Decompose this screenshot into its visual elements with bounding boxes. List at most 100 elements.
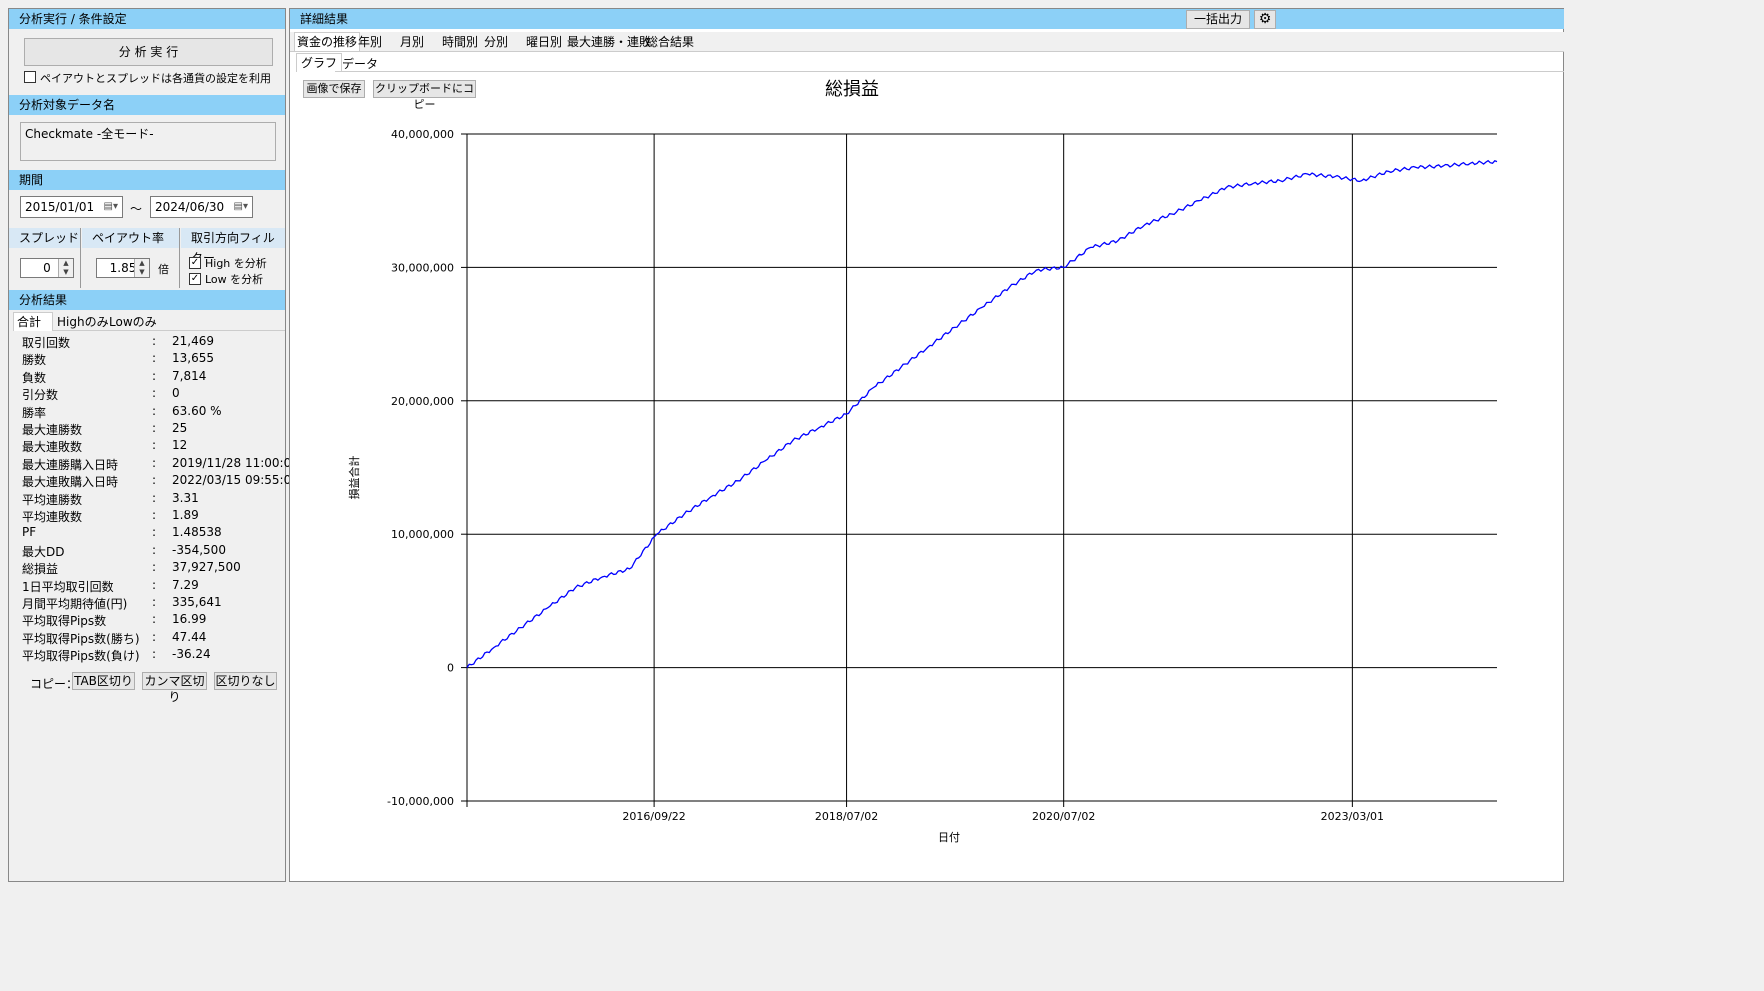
- payout-header: ペイアウト率: [82, 228, 179, 248]
- stat-label: 最大連勝数: [22, 423, 83, 437]
- stat-value: 7,814: [172, 368, 207, 383]
- stat-label: 勝率: [22, 405, 47, 420]
- run-analysis-button[interactable]: 分 析 実 行: [24, 38, 273, 66]
- tab-weekday[interactable]: 曜日別: [526, 35, 563, 49]
- tab-graph[interactable]: グラフ: [296, 53, 343, 72]
- x-tick-label: 2016/09/22: [622, 810, 685, 823]
- low-checkbox[interactable]: ✓: [189, 273, 201, 285]
- tab-hourly[interactable]: 時間別: [442, 35, 479, 49]
- x-tick-label: 2018/07/02: [815, 810, 878, 823]
- tab-summary[interactable]: 総合結果: [646, 35, 695, 49]
- spread-stepper[interactable]: 0 ▲ ▼: [20, 258, 74, 278]
- stat-label: 平均連敗数: [22, 510, 83, 524]
- data-name-box: Checkmate -全モード-: [20, 122, 276, 161]
- chart-title: 総損益: [825, 79, 879, 100]
- stat-label: 最大連勝購入日時: [22, 457, 119, 472]
- results-header: 分析結果: [9, 290, 285, 310]
- tab-minutely[interactable]: 分別: [484, 35, 509, 49]
- stat-colon: :: [152, 542, 157, 557]
- copy-tab-button[interactable]: TAB区切り: [72, 672, 135, 690]
- stat-value: 335,641: [172, 595, 222, 609]
- copy-label: コピー：: [30, 677, 79, 691]
- tab-high-only[interactable]: Highのみ: [57, 315, 109, 329]
- stat-label: 最大連敗数: [22, 440, 83, 455]
- tab-total[interactable]: 合計: [13, 312, 53, 331]
- stat-colon: :: [152, 386, 157, 401]
- stat-label: 平均取得Pips数(勝ち): [22, 631, 140, 646]
- x-tick-label: 2020/07/02: [1032, 810, 1095, 823]
- copy-comma-button[interactable]: カンマ区切り: [142, 672, 207, 704]
- total-pnl-chart: 総損益 -10,000,000 0 10,000,000 20,000,000 30,00…: [347, 79, 1498, 844]
- stat-colon: :: [152, 438, 157, 453]
- stat-value: 0: [172, 386, 180, 401]
- stat-value: 1.89: [172, 508, 199, 522]
- stat-colon: :: [152, 351, 157, 366]
- stepper-arrows[interactable]: ▲ ▼: [134, 259, 149, 277]
- stat-label: 最大連敗購入日時: [22, 475, 119, 490]
- stat-value: 21,469: [172, 334, 214, 348]
- tab-max-streak[interactable]: 最大連勝・連敗: [567, 35, 652, 49]
- y-tick-label: 10,000,000: [391, 528, 454, 541]
- run-settings-header: 分析実行 / 条件設定: [9, 9, 285, 29]
- stat-label: 平均連勝数: [22, 492, 83, 507]
- date-to-value: 2024/06/30: [155, 200, 225, 214]
- settings-gear-button[interactable]: ⚙: [1254, 10, 1276, 29]
- main-tab-strip: [290, 32, 1564, 52]
- date-to-field[interactable]: 2024/06/30 ▤▾: [150, 196, 253, 218]
- stat-label: 取引回数: [22, 336, 71, 350]
- stat-label: 最大DD: [22, 544, 65, 559]
- x-tick-label: 2023/03/01: [1321, 810, 1384, 823]
- copy-clipboard-button[interactable]: クリップボードにコピー: [373, 80, 476, 111]
- high-checkbox[interactable]: ✓: [189, 257, 201, 269]
- stat-value: 47.44: [172, 629, 207, 644]
- stat-value: 16.99: [172, 612, 207, 627]
- tab-monthly[interactable]: 月別: [400, 35, 425, 49]
- stat-value: 2022/03/15 09:55:00: [172, 473, 299, 488]
- tab-fund-transition[interactable]: 資金の推移: [294, 32, 361, 51]
- stat-label: 1日平均取引回数: [22, 579, 114, 594]
- stat-colon: :: [152, 403, 157, 418]
- stat-colon: :: [152, 508, 157, 522]
- stat-colon: :: [152, 525, 157, 540]
- stat-colon: :: [152, 490, 157, 505]
- stat-label: 負数: [22, 370, 47, 385]
- stat-label: 引分数: [22, 388, 59, 403]
- stat-colon: :: [152, 595, 157, 609]
- save-image-button[interactable]: 画像で保存: [303, 80, 365, 98]
- tab-yearly[interactable]: 年別: [358, 35, 383, 49]
- date-from-value: 2015/01/01: [25, 200, 95, 214]
- stat-value: 25: [172, 421, 188, 435]
- stat-label: PF: [22, 525, 37, 540]
- y-axis-label: 損益合計: [347, 456, 361, 500]
- y-tick-label: 30,000,000: [391, 261, 454, 274]
- stat-label: 勝数: [22, 353, 47, 368]
- export-all-button[interactable]: 一括出力: [1186, 10, 1250, 29]
- stat-value: 13,655: [172, 351, 214, 366]
- calendar-icon[interactable]: ▤▾: [103, 201, 118, 212]
- stepper-arrows[interactable]: ▲ ▼: [58, 259, 73, 277]
- gear-icon: ⚙: [1258, 11, 1272, 27]
- stat-value: -354,500: [172, 542, 226, 557]
- copy-none-button[interactable]: 区切りなし: [214, 672, 277, 690]
- date-tilde: ～: [130, 202, 143, 216]
- calendar-icon[interactable]: ▤▾: [233, 201, 248, 212]
- spread-value: 0: [43, 261, 51, 275]
- stat-label: 総損益: [22, 562, 59, 577]
- tab-low-only[interactable]: Lowのみ: [109, 315, 157, 329]
- stat-colon: :: [152, 612, 157, 627]
- stat-colon: :: [152, 334, 157, 348]
- payout-stepper[interactable]: 1.85 ▲ ▼: [96, 258, 150, 278]
- stat-colon: :: [152, 473, 157, 488]
- use-currency-settings-checkbox[interactable]: [24, 71, 36, 83]
- tab-data[interactable]: データ: [342, 57, 379, 71]
- divider: [80, 228, 81, 288]
- stat-value: -36.24: [172, 647, 211, 662]
- right-panel: [289, 8, 1564, 882]
- date-from-field[interactable]: 2015/01/01 ▤▾: [20, 196, 123, 218]
- stat-value: 2019/11/28 11:00:00: [172, 455, 299, 470]
- data-name-header: 分析対象データ名: [9, 95, 285, 115]
- stat-colon: :: [152, 629, 157, 644]
- spread-header: スプレッド: [9, 228, 80, 248]
- stat-value: 7.29: [172, 577, 199, 592]
- divider: [179, 228, 180, 288]
